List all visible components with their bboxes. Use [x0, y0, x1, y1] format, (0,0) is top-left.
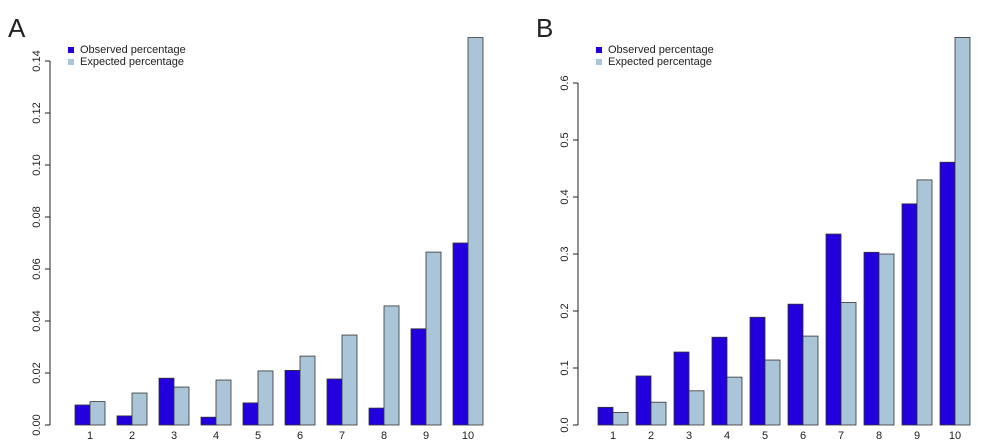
x-tick-label: 10 [949, 430, 961, 442]
x-tick-label: 7 [339, 430, 345, 442]
x-tick-label: 2 [129, 430, 135, 442]
y-tick-label: 0.08 [31, 206, 43, 227]
bar [901, 203, 918, 426]
bar [840, 302, 857, 426]
bar [131, 392, 148, 426]
x-tick-label: 2 [648, 430, 654, 442]
bar [764, 359, 781, 426]
legend-swatch [596, 59, 602, 65]
y-tick-label: 0.00 [31, 414, 43, 435]
x-tick-label: 4 [724, 430, 730, 442]
bar [173, 386, 190, 426]
y-tick-label: 0.02 [31, 362, 43, 383]
bar [257, 370, 274, 426]
bar [954, 37, 971, 426]
bar [326, 378, 343, 426]
bar [635, 375, 652, 426]
x-tick-label: 10 [462, 430, 474, 442]
x-tick-label: 3 [171, 430, 177, 442]
bar [825, 233, 842, 426]
bar [726, 376, 743, 426]
y-tick-label: 0.2 [559, 303, 571, 318]
legend-label: Expected percentage [608, 56, 712, 68]
bar [410, 328, 427, 426]
legend-label: Observed percentage [80, 44, 186, 56]
y-tick-label: 0.06 [31, 258, 43, 279]
bar [299, 355, 316, 426]
x-tick-label: 5 [762, 430, 768, 442]
bar [673, 351, 690, 426]
bar [284, 369, 301, 426]
bar [215, 379, 232, 426]
bar [452, 242, 469, 426]
x-tick-label: 8 [876, 430, 882, 442]
panel-label: B [536, 13, 553, 43]
bar [74, 404, 91, 426]
bar [597, 406, 614, 426]
y-tick-label: 0.4 [559, 189, 571, 204]
bar [650, 401, 667, 426]
bar [89, 401, 106, 426]
x-tick-label: 8 [381, 430, 387, 442]
bar [368, 407, 385, 426]
x-tick-label: 5 [255, 430, 261, 442]
bar [749, 316, 766, 426]
bar [341, 334, 358, 426]
legend-swatch [596, 47, 602, 53]
legend-swatch [68, 47, 74, 53]
y-tick-label: 0.10 [31, 154, 43, 175]
bar [802, 335, 819, 426]
bar [916, 179, 933, 426]
y-tick-label: 0.14 [31, 50, 43, 71]
bar [711, 336, 728, 426]
bar [787, 303, 804, 426]
bar [158, 377, 175, 426]
bar [939, 161, 956, 426]
x-tick-label: 9 [914, 430, 920, 442]
bar [383, 305, 400, 426]
y-tick-label: 0.12 [31, 102, 43, 123]
x-tick-label: 1 [610, 430, 616, 442]
panel-label: A [8, 13, 26, 43]
x-tick-label: 9 [423, 430, 429, 442]
bar [612, 412, 629, 426]
y-tick-label: 0.0 [559, 417, 571, 432]
x-tick-label: 1 [87, 430, 93, 442]
legend-swatch [68, 59, 74, 65]
bar [688, 390, 705, 426]
legend-label: Observed percentage [608, 44, 714, 56]
x-tick-label: 6 [800, 430, 806, 442]
x-tick-label: 6 [297, 430, 303, 442]
y-tick-label: 0.6 [559, 75, 571, 90]
bar [242, 402, 259, 426]
y-tick-label: 0.04 [31, 310, 43, 331]
bar [116, 415, 133, 426]
y-tick-label: 0.3 [559, 246, 571, 261]
bar [200, 416, 217, 426]
legend-label: Expected percentage [80, 56, 184, 68]
x-tick-label: 7 [838, 430, 844, 442]
x-tick-label: 3 [686, 430, 692, 442]
bar [863, 251, 880, 426]
bar [878, 253, 895, 426]
bar [425, 251, 442, 426]
x-tick-label: 4 [213, 430, 219, 442]
y-tick-label: 0.5 [559, 132, 571, 147]
bar [467, 37, 484, 426]
y-tick-label: 0.1 [559, 360, 571, 375]
